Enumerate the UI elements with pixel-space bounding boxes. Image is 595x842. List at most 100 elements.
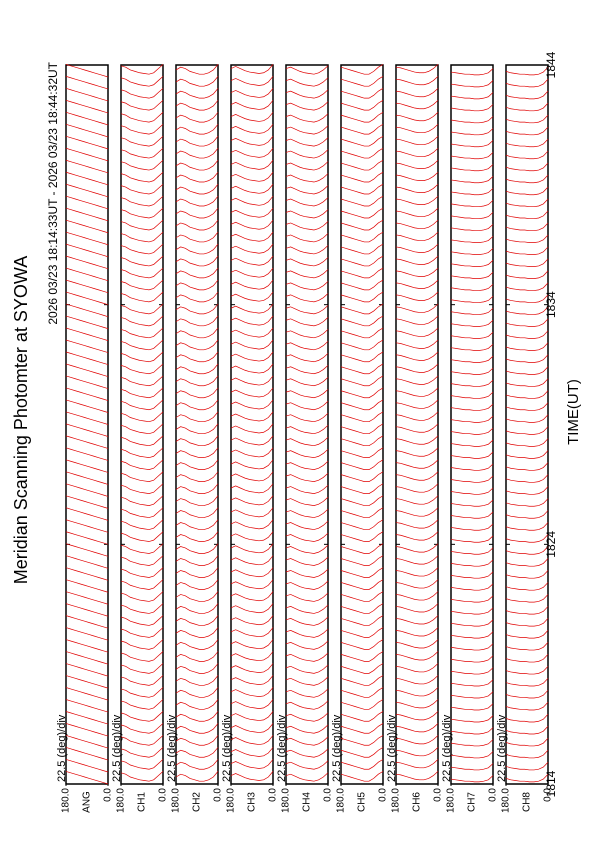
scan-trace	[505, 726, 549, 735]
scan-trace	[285, 221, 329, 231]
scan-trace	[505, 474, 549, 483]
scan-trace	[230, 136, 274, 146]
y-tick-label: 180.0	[501, 788, 512, 813]
scan-trace	[505, 606, 549, 615]
scan-trace	[175, 279, 219, 291]
scan-trace	[450, 691, 494, 699]
scan-trace	[395, 723, 439, 733]
scan-trace	[395, 112, 439, 122]
scan-trace	[340, 555, 384, 566]
scan-trace	[285, 676, 329, 686]
scan-trace	[395, 219, 439, 229]
scan-trace	[340, 711, 384, 722]
scan-trace	[230, 195, 274, 206]
scan-trace	[340, 651, 384, 662]
scan-trace	[230, 351, 274, 362]
scan-trace	[230, 88, 274, 98]
scan-trace	[120, 327, 164, 339]
scan-trace	[395, 579, 439, 589]
scale-label: 22.5 (deg)/div	[166, 714, 178, 782]
channel-label: ANG	[82, 791, 93, 813]
scan-trace	[505, 594, 549, 603]
scan-trace	[285, 293, 329, 303]
scan-trace	[230, 519, 274, 530]
scan-trace	[65, 411, 109, 425]
scan-trace	[230, 627, 274, 638]
scan-trace	[505, 582, 549, 591]
scan-trace	[230, 615, 274, 626]
scan-trace	[285, 353, 329, 363]
panel-frame	[285, 64, 329, 785]
scan-trace	[340, 123, 384, 135]
scan-trace	[450, 703, 494, 711]
scan-trace	[65, 327, 109, 341]
scan-trace	[120, 243, 164, 255]
y-tick-label: 0.0	[103, 788, 114, 802]
scan-trace	[120, 76, 164, 87]
scan-trace	[65, 591, 109, 605]
scan-trace	[175, 651, 219, 662]
scan-trace	[450, 355, 494, 363]
scan-trace	[175, 567, 219, 578]
scan-trace	[505, 450, 549, 459]
scan-trace	[120, 675, 164, 686]
scan-trace	[340, 675, 384, 686]
scan-trace	[230, 579, 274, 590]
scan-trace	[340, 76, 384, 87]
scan-trace	[395, 387, 439, 397]
scan-trace	[340, 567, 384, 578]
scan-trace	[175, 291, 219, 303]
scan-trace	[505, 390, 549, 399]
scan-trace	[340, 279, 384, 291]
scale-label: 22.5 (deg)/div	[111, 714, 123, 782]
scan-trace	[120, 747, 164, 758]
scan-trace	[285, 425, 329, 435]
scan-trace	[175, 255, 219, 267]
scan-trace	[120, 219, 164, 231]
scan-trace	[395, 531, 439, 541]
scan-trace	[285, 257, 329, 267]
scan-trace	[230, 207, 274, 218]
scan-trace	[450, 451, 494, 459]
scan-trace	[285, 305, 329, 315]
scan-trace	[285, 413, 329, 423]
scan-trace	[505, 618, 549, 627]
scan-trace	[505, 210, 549, 220]
scan-trace	[230, 279, 274, 290]
scan-trace	[450, 415, 494, 423]
scan-trace	[450, 523, 494, 531]
scan-trace	[340, 699, 384, 710]
scan-trace	[65, 207, 109, 222]
scan-trace	[450, 403, 494, 411]
scan-trace	[450, 248, 494, 255]
scan-trace	[175, 172, 219, 183]
scan-trace	[120, 112, 164, 123]
scan-trace	[505, 462, 549, 471]
scan-trace	[505, 354, 549, 363]
scan-trace	[340, 387, 384, 399]
scan-trace	[65, 399, 109, 413]
scan-trace	[450, 655, 494, 663]
scan-trace	[65, 147, 109, 162]
scan-trace	[65, 255, 109, 270]
scan-trace	[175, 136, 219, 147]
y-tick-label: 0.0	[433, 788, 444, 802]
scan-trace	[120, 579, 164, 590]
scan-trace	[230, 291, 274, 302]
channel-label: CH2	[192, 792, 203, 812]
scan-trace	[65, 663, 109, 677]
scan-trace	[285, 688, 329, 698]
scan-trace	[120, 687, 164, 698]
scan-trace	[285, 365, 329, 375]
scan-trace	[340, 88, 384, 99]
scan-trace	[175, 303, 219, 315]
scan-trace	[450, 331, 494, 339]
scan-trace	[450, 284, 494, 291]
scan-trace	[340, 747, 384, 758]
y-tick-label: 180.0	[61, 788, 72, 813]
scan-trace	[230, 567, 274, 578]
scan-trace	[230, 771, 274, 781]
scan-trace	[505, 66, 549, 76]
scan-trace	[285, 401, 329, 411]
scan-trace	[285, 448, 329, 459]
